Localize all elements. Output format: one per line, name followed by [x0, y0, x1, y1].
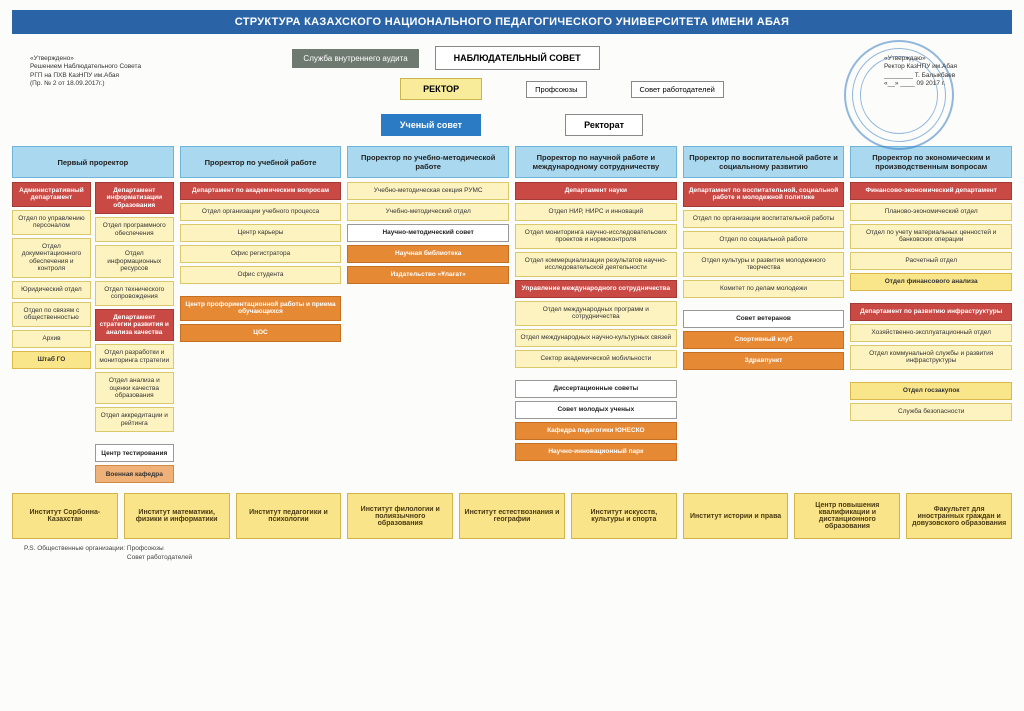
org-node: Отдел НИР, НИРС и инноваций [515, 203, 677, 221]
org-node: Центр карьеры [180, 224, 342, 242]
top-hierarchy: Служба внутреннего аудита НАБЛЮДАТЕЛЬНЫЙ… [12, 44, 1012, 138]
prorector-column: Первый проректор Административный департа… [12, 146, 174, 483]
org-node: Научно-инновационный парк [515, 443, 677, 461]
org-node: Отдел по управлению персоналом [12, 210, 91, 235]
institute-box: Институт математики, физики и информатик… [124, 493, 230, 539]
org-node: Центр профориентационной работы и приема… [180, 296, 342, 321]
column-head: Проректор по научной работе и международ… [515, 146, 677, 178]
org-node: Департамент стратегии развития и анализа… [95, 309, 174, 341]
org-node: Учебно-методический отдел [347, 203, 509, 221]
org-node: Отдел по учету материальных ценностей и … [850, 224, 1012, 249]
org-node: Офис студента [180, 266, 342, 284]
employers-council-box: Совет работодателей [631, 81, 724, 98]
prorector-column: Проректор по экономическим и производств… [850, 146, 1012, 421]
org-node: Служба безопасности [850, 403, 1012, 421]
org-node: Юридический отдел [12, 281, 91, 299]
org-node: Отдел по социальной работе [683, 231, 845, 249]
org-node: Диссертационные советы [515, 380, 677, 398]
org-node: Научная библиотека [347, 245, 509, 263]
org-node: Кафедра педагогики ЮНЕСКО [515, 422, 677, 440]
org-node: Отдел госзакупок [850, 382, 1012, 400]
org-node: Научно-методический совет [347, 224, 509, 242]
org-node: Департамент по развитию инфраструктуры [850, 303, 1012, 321]
unions-box: Профсоюзы [526, 81, 586, 98]
org-node: Отдел международных программ и сотруднич… [515, 301, 677, 326]
prorector-column: Проректор по учебной работе Департамент п… [180, 146, 342, 342]
org-node: Издательство «Ұлағат» [347, 266, 509, 284]
org-node: Совет ветеранов [683, 310, 845, 328]
column-head: Первый проректор [12, 146, 174, 178]
institute-box: Институт искусств, культуры и спорта [571, 493, 677, 539]
column-head: Проректор по учебной работе [180, 146, 342, 178]
org-node: Здравпункт [683, 352, 845, 370]
org-node: Отдел коммерциализации результатов научн… [515, 252, 677, 277]
org-node: Департамент информатизации образования [95, 182, 174, 214]
org-node: Отдел организации учебного процесса [180, 203, 342, 221]
internal-audit-box: Служба внутреннего аудита [292, 49, 418, 68]
org-node: Военная кафедра [95, 465, 174, 483]
org-node: Планово-экономический отдел [850, 203, 1012, 221]
rector-box: РЕКТОР [400, 78, 482, 100]
org-node: Отдел по связям с общественностью [12, 302, 91, 327]
org-node: Отдел финансового анализа [850, 273, 1012, 291]
org-node: ЦОС [180, 324, 342, 342]
org-node: Центр тестирования [95, 444, 174, 462]
institute-box: Центр повышения квалификации и дистанцио… [794, 493, 900, 539]
org-node: Хозяйственно-эксплуатационный отдел [850, 324, 1012, 342]
column-head: Проректор по экономическим и производств… [850, 146, 1012, 178]
org-chart-page: СТРУКТУРА КАЗАХСКОГО НАЦИОНАЛЬНОГО ПЕДАГ… [0, 0, 1024, 711]
sub-column: Департамент информатизации образования От… [95, 182, 174, 483]
prorector-column: Проректор по научной работе и международ… [515, 146, 677, 461]
org-node: Финансово-экономический департамент [850, 182, 1012, 200]
institutes-row: Институт Сорбонна-КазахстанИнститут мате… [12, 493, 1012, 539]
org-node: Отдел мониторинга научно-исследовательск… [515, 224, 677, 249]
org-node: Отдел информационных ресурсов [95, 245, 174, 277]
org-node: Архив [12, 330, 91, 348]
footnote-l1: Профсоюзы [127, 545, 164, 552]
prorector-column: Проректор по учебно-методической работе У… [347, 146, 509, 284]
org-node: Отдел аккредитации и рейтинга [95, 407, 174, 432]
institute-box: Институт естествознания и географии [459, 493, 565, 539]
institute-box: Институт филологии и полиязычного образо… [347, 493, 453, 539]
org-node: Сектор академической мобильности [515, 350, 677, 368]
org-node: Управление международного сотрудничества [515, 280, 677, 298]
org-node: Отдел по организации воспитательной рабо… [683, 210, 845, 228]
column-head: Проректор по воспитательной работе и соц… [683, 146, 845, 178]
footnote-l2: Совет работодателей [127, 554, 192, 561]
sub-column: Административный департамент Отдел по упр… [12, 182, 91, 483]
footnote-prefix: P.S. Общественные организации: [24, 545, 125, 552]
org-node: Отдел коммунальной службы и развития инф… [850, 345, 1012, 370]
column-head: Проректор по учебно-методической работе [347, 146, 509, 178]
institute-box: Институт педагогики и психологии [236, 493, 342, 539]
org-node: Отдел технического сопровождения [95, 281, 174, 306]
org-node: Совет молодых ученых [515, 401, 677, 419]
supervisory-board-box: НАБЛЮДАТЕЛЬНЫЙ СОВЕТ [435, 46, 600, 70]
org-node: Департамент по воспитательной, социально… [683, 182, 845, 207]
org-node: Отдел документационного обеспечения и ко… [12, 238, 91, 278]
org-node: Административный департамент [12, 182, 91, 207]
footnote: P.S. Общественные организации: Профсоюзы… [12, 545, 1012, 562]
org-node: Отдел анализа и оценки качества образова… [95, 372, 174, 404]
org-node: Комитет по делам молодежи [683, 280, 845, 298]
prorector-column: Проректор по воспитательной работе и соц… [683, 146, 845, 370]
institute-box: Институт Сорбонна-Казахстан [12, 493, 118, 539]
prorector-columns: Первый проректор Административный департа… [12, 146, 1012, 483]
org-node: Отдел программного обеспечения [95, 217, 174, 242]
org-node: Спортивный клуб [683, 331, 845, 349]
institute-box: Факультет для иностранных граждан и дову… [906, 493, 1012, 539]
org-node: Отдел разработки и мониторинга стратегии [95, 344, 174, 369]
org-node: Штаб ГО [12, 351, 91, 369]
org-node: Департамент по академическим вопросам [180, 182, 342, 200]
institute-box: Институт истории и права [683, 493, 789, 539]
rectorate-box: Ректорат [565, 114, 643, 136]
org-node: Офис регистратора [180, 245, 342, 263]
org-node: Отдел культуры и развития молодежного тв… [683, 252, 845, 277]
org-node: Отдел международных научно-культурных св… [515, 329, 677, 347]
org-node: Учебно-методическая секция РУМС [347, 182, 509, 200]
page-title: СТРУКТУРА КАЗАХСКОГО НАЦИОНАЛЬНОГО ПЕДАГ… [12, 10, 1012, 34]
org-node: Департамент науки [515, 182, 677, 200]
academic-council-box: Ученый совет [381, 114, 481, 136]
org-node: Расчетный отдел [850, 252, 1012, 270]
